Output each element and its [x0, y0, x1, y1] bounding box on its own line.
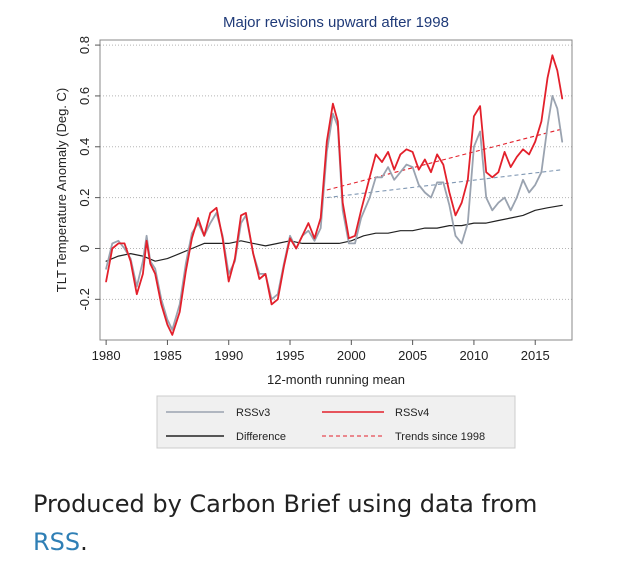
y-tick-label: 0.4 — [77, 138, 92, 156]
series-layer — [105, 54, 564, 336]
y-tick-label: 0.2 — [77, 189, 92, 207]
y-tick-label: -0.2 — [77, 288, 92, 310]
x-tick-label: 1995 — [276, 348, 305, 363]
y-tick-label: 0.6 — [77, 87, 92, 105]
tick-layer: -0.2 0 0.2 0.4 0.6 0.8 1980 1985 1990 1995 2000 200… — [77, 36, 550, 363]
y-tick-label: 0.8 — [77, 36, 92, 54]
caption: Produced by Carbon Brief using data from… — [33, 485, 537, 561]
x-tick-label: 1985 — [153, 348, 182, 363]
trend-line — [326, 128, 563, 191]
caption-suffix: . — [80, 528, 88, 556]
legend-box — [156, 395, 516, 449]
trend-line — [326, 169, 563, 199]
x-tick-label: 2000 — [337, 348, 366, 363]
x-tick-label: 1990 — [214, 348, 243, 363]
plot-frame — [99, 39, 573, 341]
rss-link[interactable]: RSS — [33, 528, 81, 556]
x-axis-label: 12-month running mean — [267, 372, 405, 387]
y-axis-label: TLT Temperature Anomaly (Deg. C) — [54, 88, 69, 292]
legend: RSSv3 RSSv4 Difference Trends since 1998 — [156, 395, 516, 449]
x-tick-label: 1980 — [92, 348, 121, 363]
caption-text: Produced by Carbon Brief using data from — [33, 490, 538, 518]
gridlines — [100, 44, 572, 300]
series-line-rssv4 — [105, 54, 564, 336]
legend-label: RSSv4 — [395, 407, 429, 419]
chart-title: Major revisions upward after 1998 — [223, 14, 449, 31]
x-tick-label: 2010 — [459, 348, 488, 363]
y-tick-label: 0 — [77, 245, 92, 252]
legend-label: Trends since 1998 — [395, 431, 485, 443]
line-chart: Major revisions upward after 1998 -0.2 0 0… — [54, 14, 573, 449]
series-line-difference — [105, 204, 563, 262]
series-line-rssv3 — [105, 95, 564, 331]
legend-label: Difference — [236, 431, 286, 443]
x-tick-label: 2015 — [521, 348, 550, 363]
chart-figure: Major revisions upward after 1998 -0.2 0 0… — [54, 14, 573, 449]
legend-label: RSSv3 — [236, 407, 270, 419]
x-tick-label: 2005 — [398, 348, 427, 363]
